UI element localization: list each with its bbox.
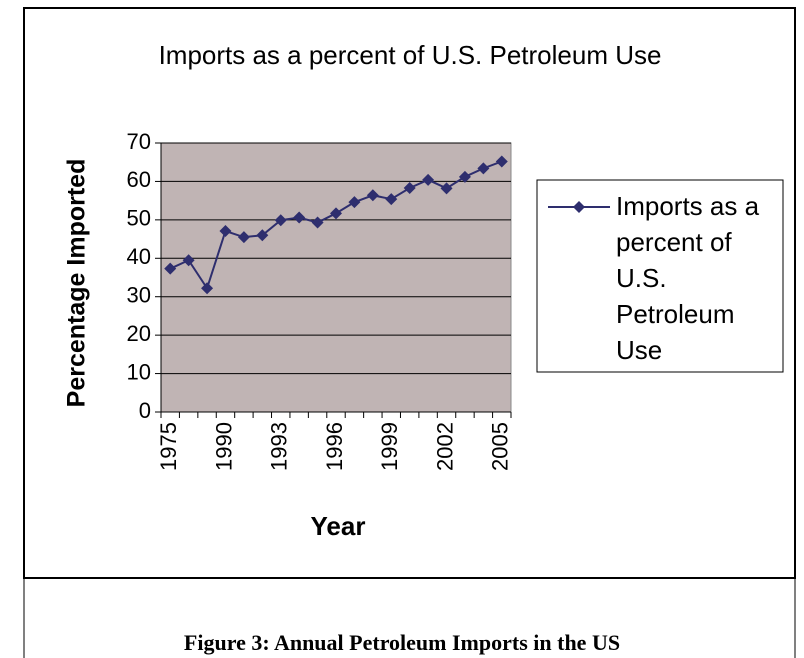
legend-label: Imports as a percent of U.S. Petroleum U… bbox=[616, 191, 760, 365]
marker bbox=[182, 254, 195, 267]
marker bbox=[164, 262, 177, 275]
marker bbox=[237, 231, 250, 244]
marker bbox=[274, 214, 287, 227]
marker bbox=[385, 193, 398, 206]
y-tick-label: 10 bbox=[127, 359, 151, 384]
marker bbox=[495, 155, 508, 168]
marker bbox=[440, 182, 453, 195]
marker bbox=[201, 282, 214, 295]
x-tick-label: 1975 bbox=[156, 422, 181, 471]
y-tick-label: 70 bbox=[127, 129, 151, 154]
marker bbox=[311, 216, 324, 229]
marker bbox=[422, 173, 435, 186]
marker bbox=[458, 170, 471, 183]
marker bbox=[330, 207, 342, 220]
marker bbox=[403, 181, 416, 194]
marker bbox=[219, 225, 232, 238]
y-tick-label: 40 bbox=[127, 244, 151, 269]
chart-title: Imports as a percent of U.S. Petroleum U… bbox=[159, 40, 662, 70]
x-tick-label: 1993 bbox=[267, 422, 292, 471]
x-tick-label: 1996 bbox=[322, 422, 347, 471]
marker bbox=[348, 196, 361, 209]
y-tick-label: 60 bbox=[127, 167, 151, 192]
y-tick-label: 20 bbox=[127, 321, 151, 346]
plot-area bbox=[160, 142, 512, 413]
marker bbox=[293, 211, 306, 224]
marker bbox=[477, 162, 490, 175]
x-tick-label: 1990 bbox=[211, 422, 236, 471]
x-tick-label: 2002 bbox=[432, 422, 457, 471]
marker bbox=[256, 229, 269, 242]
y-axis-label: Percentage Imported bbox=[63, 159, 91, 408]
x-tick-label: 2005 bbox=[488, 422, 513, 471]
caption: Figure 3: Annual Petroleum Imports in th… bbox=[183, 630, 621, 655]
y-tick-label: 0 bbox=[139, 398, 151, 423]
y-tick-label: 50 bbox=[127, 206, 151, 231]
marker bbox=[366, 189, 379, 202]
x-axis-label: Year bbox=[311, 511, 366, 541]
x-tick-label: 1999 bbox=[377, 422, 402, 471]
legend-marker bbox=[573, 201, 585, 213]
y-tick-label: 30 bbox=[127, 283, 151, 308]
